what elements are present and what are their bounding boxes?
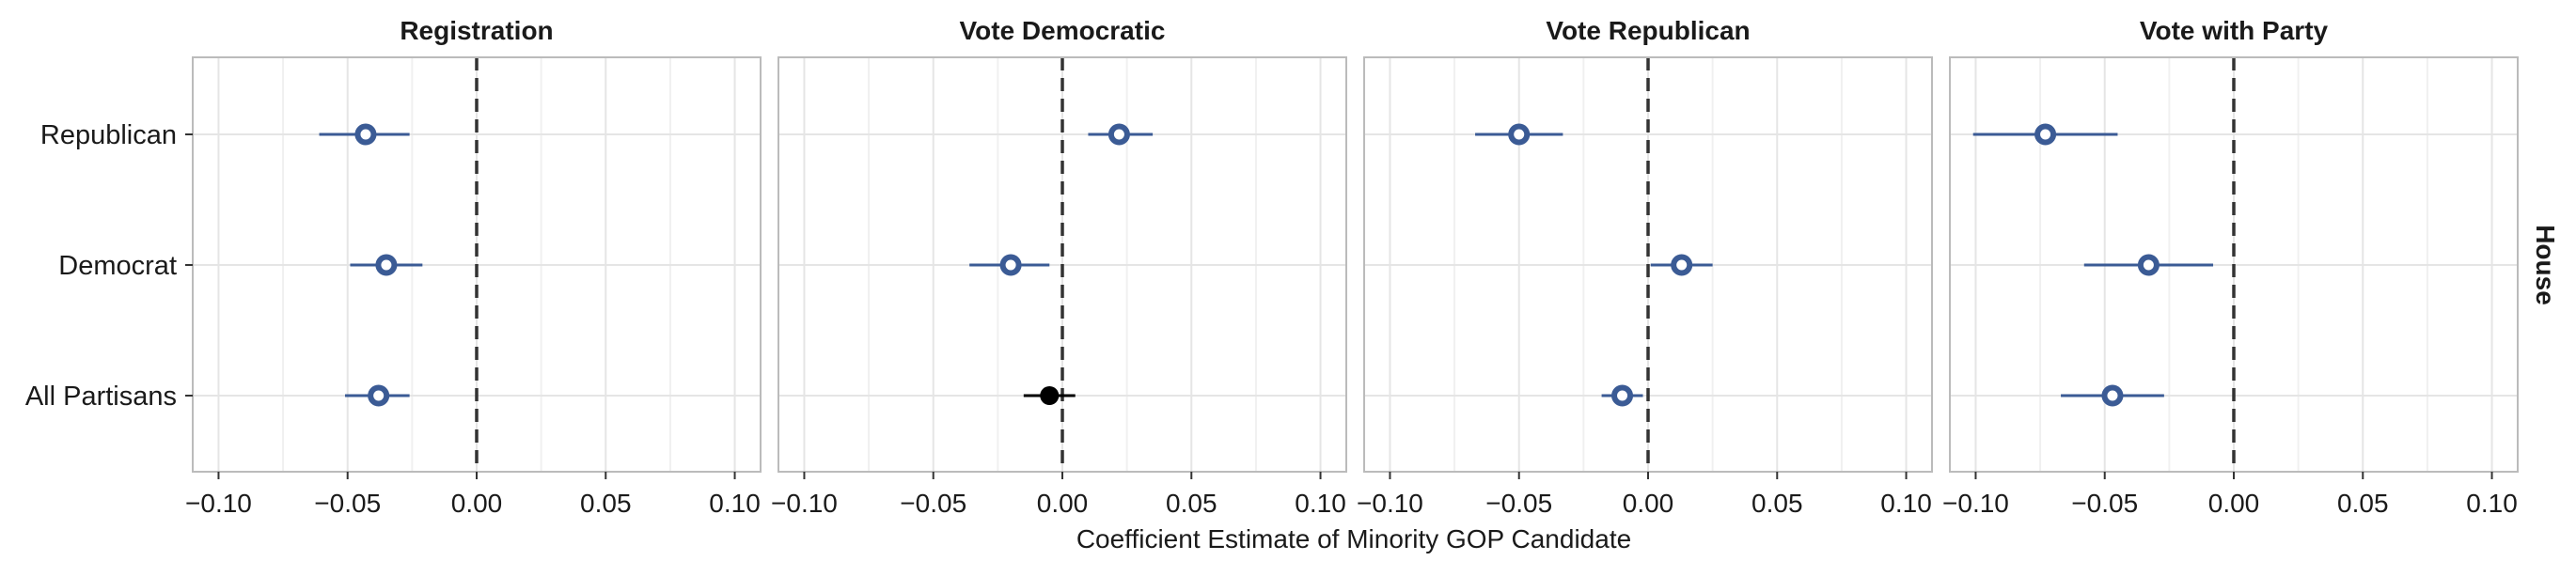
point-estimate: [1508, 123, 1531, 146]
x-tick-label: 0.00: [1037, 489, 1089, 518]
point-estimate: [368, 384, 390, 407]
x-tick-label: −0.10: [1942, 489, 2009, 518]
x-tick-label: −0.05: [2071, 489, 2138, 518]
point-estimate: [2101, 384, 2124, 407]
point-estimate: [2034, 123, 2057, 146]
panel-title: Vote with Party: [2140, 16, 2329, 45]
x-tick-label: 0.00: [2208, 489, 2260, 518]
x-axis-title: Coefficient Estimate of Minority GOP Can…: [1076, 524, 1631, 553]
x-tick-label: 0.10: [2466, 489, 2518, 518]
x-tick-label: 0.00: [1623, 489, 1674, 518]
point-estimate: [1107, 123, 1130, 146]
point-estimate: [2137, 254, 2160, 276]
x-tick-label: 0.00: [451, 489, 503, 518]
point-estimate: [1611, 384, 1634, 407]
x-tick-label: 0.10: [1295, 489, 1346, 518]
y-category-label: Democrat: [58, 251, 177, 281]
point-estimate: [1671, 254, 1693, 276]
x-tick-label: 0.05: [580, 489, 632, 518]
x-tick-label: 0.05: [2337, 489, 2389, 518]
x-tick-label: −0.10: [185, 489, 252, 518]
x-tick-label: −0.10: [1357, 489, 1423, 518]
x-tick-label: 0.05: [1751, 489, 1803, 518]
y-category-label: All Partisans: [25, 382, 177, 412]
x-tick-label: −0.05: [1485, 489, 1552, 518]
x-tick-label: −0.05: [900, 489, 966, 518]
x-tick-label: 0.05: [1166, 489, 1217, 518]
x-tick-label: −0.05: [314, 489, 381, 518]
panel-title: Vote Democratic: [960, 16, 1166, 45]
point-estimate: [375, 254, 398, 276]
panel-title: Registration: [400, 16, 553, 45]
y-category-label: Republican: [40, 120, 177, 150]
facet-strip-label: House: [2531, 225, 2560, 305]
point-estimate: [354, 123, 377, 146]
point-estimate: [1040, 386, 1060, 405]
panel-title: Vote Republican: [1546, 16, 1750, 45]
x-tick-label: −0.10: [771, 489, 838, 518]
point-estimate: [999, 254, 1022, 276]
x-tick-label: 0.10: [1880, 489, 1932, 518]
x-tick-label: 0.10: [709, 489, 761, 518]
